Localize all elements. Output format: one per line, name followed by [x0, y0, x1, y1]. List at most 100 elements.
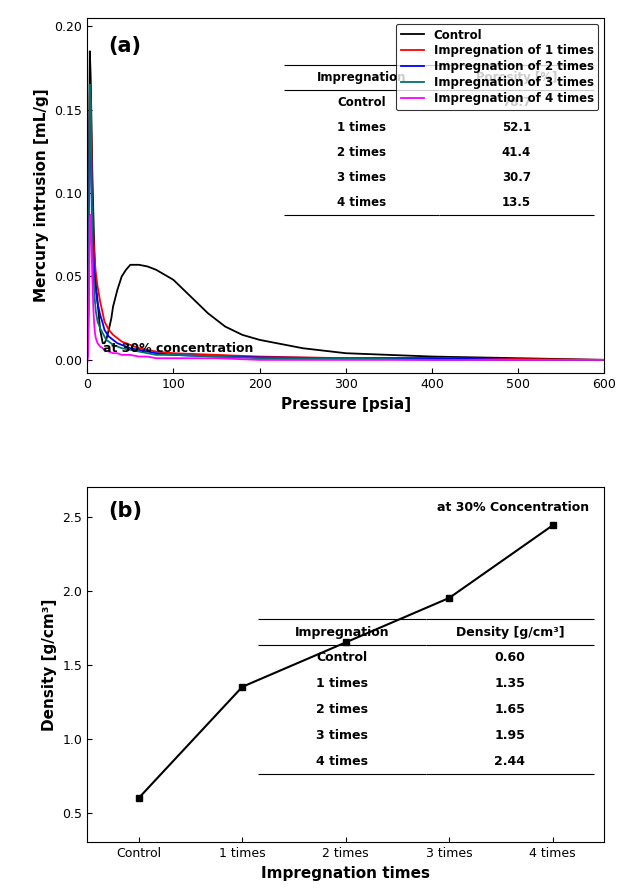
Control — [92, 280, 100, 290]
Impregnation of 1 times — [92, 268, 100, 279]
Impregnation of 1 times — [91, 258, 98, 269]
Impregnation of 4 times — [113, 348, 121, 358]
Impregnation of 2 times — [88, 218, 96, 228]
Impregnation of 4 times — [97, 341, 104, 352]
Impregnation of 2 times — [256, 352, 264, 363]
Impregnation of 1 times — [105, 324, 113, 335]
Impregnation of 3 times — [515, 355, 522, 366]
Impregnation of 2 times — [97, 309, 104, 320]
Impregnation of 3 times — [97, 323, 104, 333]
Control — [83, 346, 91, 357]
Control — [122, 264, 130, 275]
Control — [299, 343, 307, 354]
Impregnation of 1 times — [144, 344, 151, 355]
Impregnation of 2 times — [118, 340, 125, 350]
Control — [178, 283, 186, 294]
Line: Impregnation of 4 times: Impregnation of 4 times — [87, 215, 604, 362]
Control — [144, 261, 151, 271]
Impregnation of 4 times — [86, 212, 93, 223]
Impregnation of 3 times — [342, 353, 350, 364]
Impregnation of 4 times — [92, 332, 100, 343]
Impregnation of 1 times — [118, 336, 125, 347]
Control — [126, 260, 134, 271]
Impregnation of 1 times — [126, 340, 134, 350]
Control — [221, 321, 229, 332]
Control — [428, 351, 435, 362]
Impregnation of 4 times — [101, 344, 108, 355]
Impregnation of 4 times — [83, 357, 91, 367]
Control — [213, 314, 221, 325]
Impregnation of 4 times — [213, 353, 221, 364]
Line: Impregnation of 3 times: Impregnation of 3 times — [87, 84, 604, 360]
Impregnation of 4 times — [99, 343, 107, 354]
Control — [161, 270, 168, 280]
Impregnation of 4 times — [84, 346, 92, 357]
Impregnation of 4 times — [90, 318, 98, 329]
Impregnation of 2 times — [90, 263, 98, 273]
Impregnation of 3 times — [85, 237, 93, 248]
Impregnation of 3 times — [83, 351, 91, 362]
Impregnation of 1 times — [87, 96, 95, 107]
Impregnation of 2 times — [515, 355, 522, 366]
Control — [102, 334, 110, 345]
Impregnation of 3 times — [105, 336, 113, 347]
Line: Control: Control — [87, 51, 604, 360]
Control — [204, 308, 212, 319]
Impregnation of 4 times — [85, 305, 93, 315]
Impregnation of 4 times — [105, 346, 113, 357]
Impregnation of 2 times — [213, 351, 221, 362]
Impregnation of 2 times — [105, 332, 113, 342]
Impregnation of 2 times — [90, 246, 97, 257]
Impregnation of 1 times — [153, 346, 160, 357]
Y-axis label: Density [g/cm³]: Density [g/cm³] — [42, 599, 57, 731]
Impregnation of 1 times — [110, 330, 117, 340]
X-axis label: Pressure [psia]: Pressure [psia] — [281, 397, 411, 411]
Impregnation of 3 times — [88, 171, 95, 182]
Control — [90, 204, 97, 215]
Control — [87, 71, 95, 82]
Impregnation of 3 times — [92, 306, 100, 317]
Impregnation of 4 times — [153, 353, 160, 364]
Control — [187, 291, 194, 302]
Line: Impregnation of 2 times: Impregnation of 2 times — [87, 118, 604, 360]
Impregnation of 3 times — [84, 346, 92, 357]
Impregnation of 2 times — [99, 318, 107, 329]
Impregnation of 1 times — [99, 308, 107, 319]
Impregnation of 2 times — [113, 338, 121, 349]
Control — [118, 271, 125, 282]
Impregnation of 3 times — [88, 229, 96, 240]
Impregnation of 3 times — [94, 316, 102, 327]
Impregnation of 3 times — [113, 341, 121, 352]
Impregnation of 3 times — [601, 355, 608, 366]
X-axis label: Impregnation times: Impregnation times — [261, 866, 430, 881]
Control — [108, 313, 115, 323]
Impregnation of 2 times — [169, 349, 177, 360]
Impregnation of 1 times — [515, 354, 522, 365]
Impregnation of 2 times — [84, 324, 92, 335]
Legend: Control, Impregnation of 1 times, Impregnation of 2 times, Impregnation of 3 tim: Control, Impregnation of 1 times, Impreg… — [396, 24, 599, 110]
Impregnation of 1 times — [601, 355, 608, 366]
Impregnation of 2 times — [87, 121, 95, 132]
Impregnation of 1 times — [84, 341, 92, 352]
Impregnation of 2 times — [91, 274, 98, 285]
Impregnation of 2 times — [428, 353, 435, 364]
Impregnation of 3 times — [169, 349, 177, 360]
Control — [91, 263, 98, 273]
Control — [85, 154, 93, 165]
Impregnation of 2 times — [101, 324, 108, 335]
Text: (a): (a) — [108, 36, 141, 56]
Impregnation of 3 times — [87, 96, 95, 107]
Control — [88, 171, 96, 182]
Impregnation of 1 times — [90, 229, 97, 240]
Impregnation of 1 times — [342, 353, 350, 364]
Impregnation of 4 times — [118, 349, 125, 360]
Control — [196, 299, 203, 310]
Text: at 30% concentration: at 30% concentration — [103, 342, 253, 356]
Impregnation of 4 times — [169, 353, 177, 364]
Impregnation of 4 times — [84, 355, 92, 366]
Control — [105, 324, 113, 335]
Impregnation of 4 times — [601, 355, 608, 366]
Impregnation of 1 times — [169, 348, 177, 358]
Impregnation of 4 times — [88, 274, 96, 285]
Impregnation of 4 times — [88, 241, 95, 252]
